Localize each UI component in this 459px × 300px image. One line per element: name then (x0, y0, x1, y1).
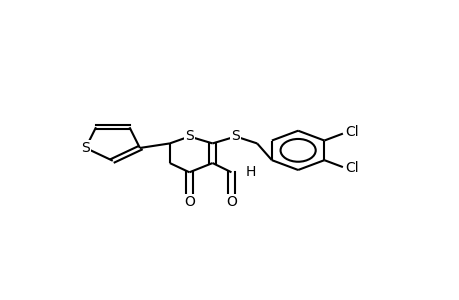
Text: O: O (225, 195, 236, 209)
Text: Cl: Cl (344, 125, 358, 140)
Text: Cl: Cl (344, 161, 358, 175)
Text: S: S (231, 130, 240, 143)
Text: H: H (246, 165, 256, 179)
Text: S: S (81, 141, 90, 155)
Text: S: S (185, 130, 193, 143)
Text: O: O (184, 195, 195, 209)
